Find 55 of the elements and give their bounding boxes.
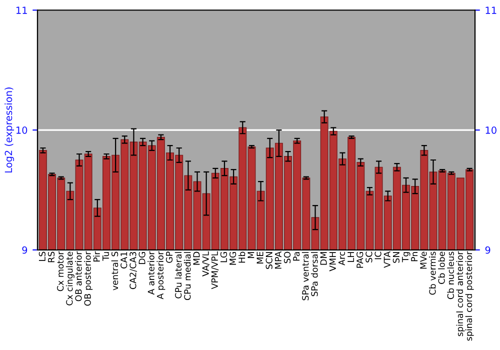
x-tick-label: LS [38,252,46,261]
x-tick-label: SC [366,252,372,262]
x-tick-label: LH [348,252,354,262]
x-tick-label: Cx cingulate [66,252,74,306]
y-tick-label: 11 [16,6,27,14]
x-tick-label: A posterior [156,251,166,300]
x-tick-label: Pir [93,251,100,262]
x-tick-label: Arc [338,252,346,266]
x-tick-label: MVe [420,252,427,269]
x-tick-label: VTA [384,251,390,268]
x-tick-label: CPu medial [184,252,191,300]
x-tick-label: Cb vermis [429,252,436,295]
x-tick-label: spinal cord anterior [456,251,465,336]
x-tick-label: Cb nucleus [447,252,454,300]
x-tick-label: GP [166,252,173,263]
y2-tick-label: 9 [485,246,490,254]
x-tick-label: Pn [411,252,418,262]
y-tick-label: 9 [22,246,28,254]
x-tick-label: spinal cord posterior [465,251,474,341]
x-tick-label: LG [220,252,228,262]
x-tick-label: Tg [402,252,410,262]
x-tick-label: SO [284,252,291,264]
x-tick-label: VMH [329,252,336,272]
x-tick-label: MG [229,252,236,265]
x-tick-label: OB posterior [84,251,93,306]
x-tick-label: DM [320,252,327,265]
x-tick-label: RS [48,252,55,262]
x-tick-label: SN [392,252,400,263]
x-tick-label: Tu [102,252,110,261]
x-tick-label: SPa ventral [302,252,309,300]
y-tick-label: 10 [16,126,28,134]
x-tick-label: Hb [238,252,246,263]
x-tick-label: PAG [356,252,364,268]
x-tick-label: CPu lateral [174,252,182,298]
x-tick-label: DG [138,252,146,264]
x-tick-label: Cx motor [57,251,64,292]
x-tick-label: ventral S [111,252,118,290]
y2-tick-label: 11 [486,6,496,14]
x-tick-label: SCN [266,252,272,269]
y2-tick-label: 10 [486,126,496,134]
x-tick-label: MPA [274,251,282,269]
x-tick-label: M [248,252,254,258]
x-tick-label: Cb lobe [438,252,445,284]
x-tick-label: CA1 [120,252,128,268]
x-tick-label: MD [193,252,200,265]
y-axis-title: Log2 (expression) [4,88,14,172]
x-tick-label: OB anterior [75,251,82,302]
x-tick-label: ME [256,252,264,264]
x-tick-label: VPM/VPL [211,251,219,290]
x-tick-label: VA/VL [202,251,210,276]
x-tick-label: IC [374,252,382,260]
x-tick-label: A anterior [148,251,154,295]
x-tick-label: SPa dorsal [311,252,318,296]
x-tick-label: CA2/CA3 [130,252,137,290]
x-tick-label: Pa [293,252,300,261]
